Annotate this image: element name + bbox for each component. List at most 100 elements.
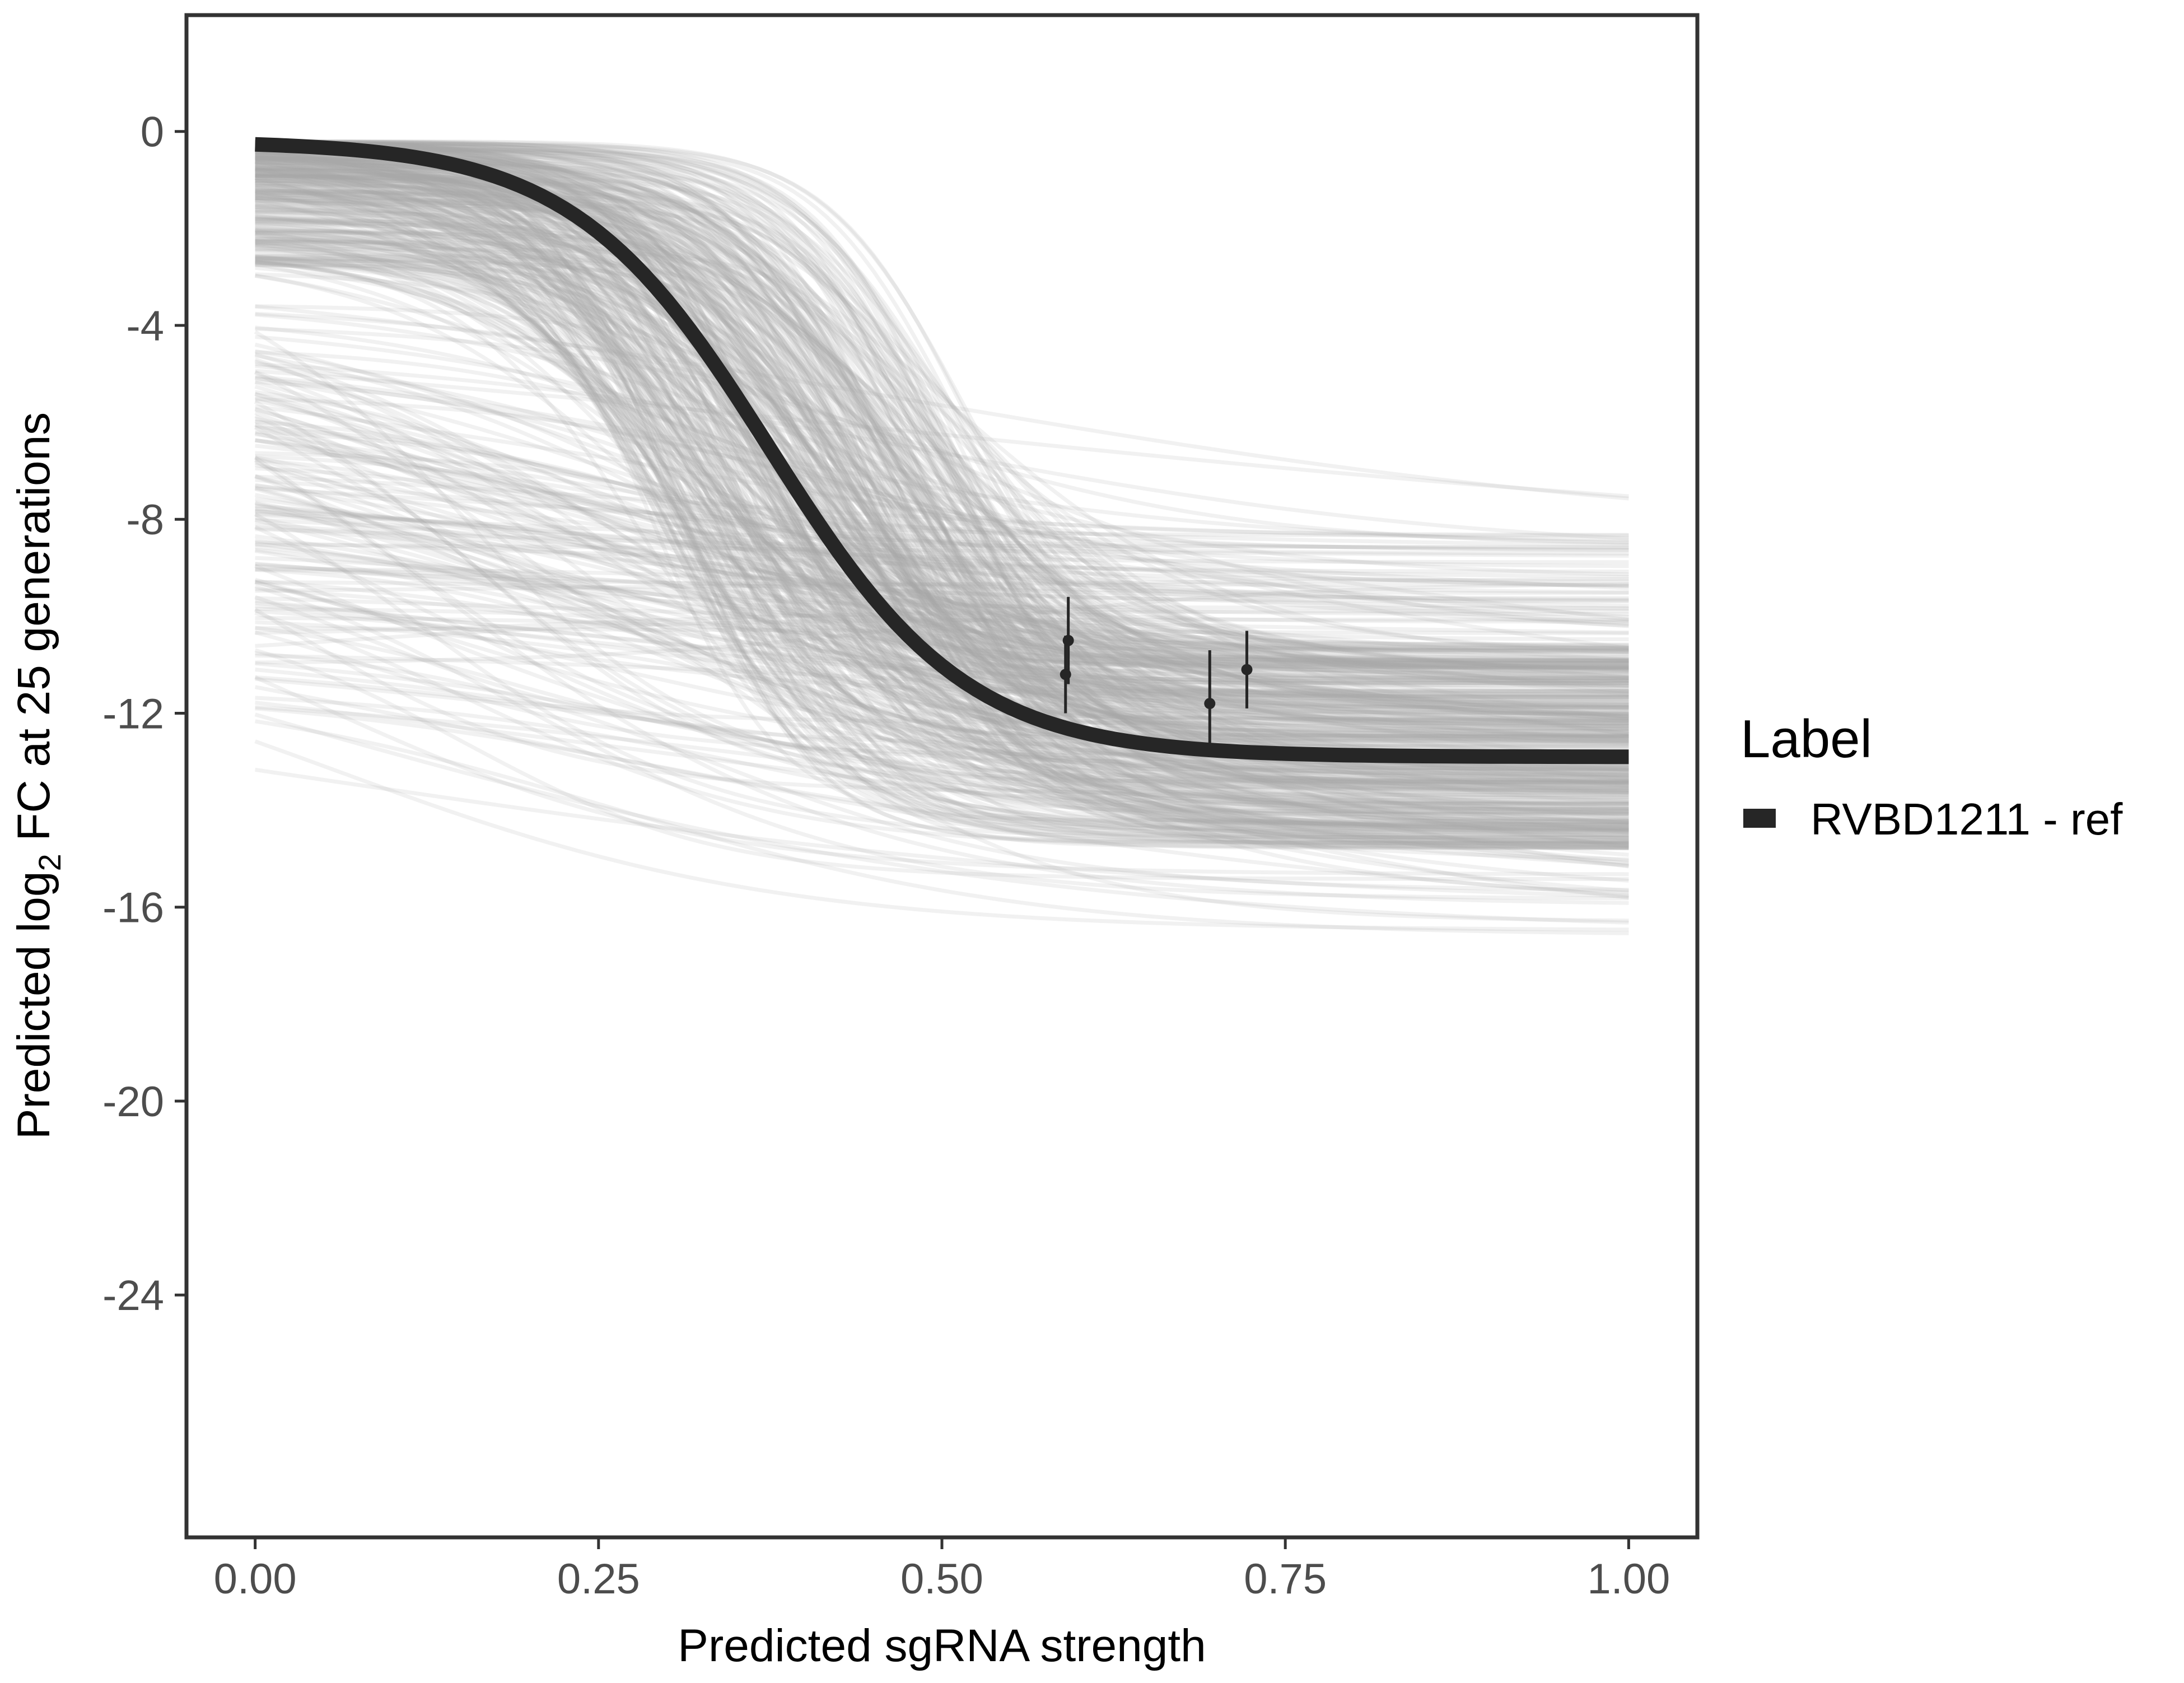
observations-layer xyxy=(1060,596,1253,757)
posterior-draw-line xyxy=(255,258,1629,818)
posterior-draw-line xyxy=(255,141,1629,795)
posterior-draw-line xyxy=(255,139,1629,741)
posterior-draw-line xyxy=(255,184,1629,701)
posterior-draw-line xyxy=(255,173,1629,731)
posterior-draw-line xyxy=(255,151,1629,710)
posterior-draw-line xyxy=(255,142,1629,671)
observation-point xyxy=(1062,635,1074,646)
posterior-draw-line xyxy=(255,327,1629,546)
posterior-draw-line xyxy=(255,241,1629,683)
posterior-draw-line xyxy=(254,392,1629,552)
posterior-draw-line xyxy=(255,150,1629,822)
posterior-draw-line xyxy=(255,219,1629,849)
posterior-draw-line xyxy=(255,259,1629,739)
posterior-draw-line xyxy=(255,150,1629,770)
posterior-draw-line xyxy=(255,238,1629,850)
posterior-draw-line xyxy=(255,254,1629,833)
posterior-draw-line xyxy=(255,221,1629,707)
posterior-draw-line xyxy=(254,431,1629,736)
posterior-draw-line xyxy=(255,564,1629,611)
y-tick-label: -8 xyxy=(126,496,164,544)
posterior-draw-line xyxy=(255,179,1629,650)
posterior-draw-line xyxy=(255,254,1629,663)
posterior-draw-line xyxy=(255,169,1629,842)
posterior-draw-line xyxy=(255,208,1629,804)
posterior-draw-line xyxy=(255,191,1629,721)
panel-border xyxy=(184,13,1700,1540)
posterior-draw-line xyxy=(255,233,1629,833)
posterior-draw-line xyxy=(254,407,1629,556)
posterior-draw-line xyxy=(255,349,1629,731)
posterior-draw-line xyxy=(255,167,1629,834)
posterior-draw-line xyxy=(255,146,1629,768)
posterior-draw-line xyxy=(255,159,1629,825)
posterior-draw-line xyxy=(255,430,1629,602)
posterior-draw-line xyxy=(255,198,1629,816)
posterior-draw-line xyxy=(255,204,1629,745)
posterior-draw-line xyxy=(255,404,1629,622)
posterior-draw-line xyxy=(255,156,1629,729)
posterior-draw-line xyxy=(255,191,1629,664)
posterior-draw-line xyxy=(255,262,1629,665)
posterior-draw-line xyxy=(255,419,1629,624)
posterior-draw-line xyxy=(255,257,1629,790)
reference-curve-layer xyxy=(255,137,1629,764)
posterior-draw-line xyxy=(255,369,1629,498)
posterior-draw-line xyxy=(255,221,1629,850)
x-tick-label: 0.50 xyxy=(900,1555,983,1603)
posterior-draw-line xyxy=(255,226,1629,743)
posterior-draw-line xyxy=(255,173,1629,667)
posterior-draw-line xyxy=(255,160,1629,738)
y-tick-label: -20 xyxy=(102,1078,164,1126)
posterior-draw-line xyxy=(255,149,1629,837)
posterior-draw-line xyxy=(254,330,1629,786)
posterior-draw-line xyxy=(255,141,1629,714)
posterior-draw-line xyxy=(255,147,1629,670)
posterior-draw-line xyxy=(255,147,1629,705)
posterior-draw-line xyxy=(255,675,1629,725)
posterior-draw-line xyxy=(255,174,1629,793)
posterior-draw-line xyxy=(255,141,1629,700)
posterior-draw-line xyxy=(255,152,1629,707)
x-axis: 0.00 0.25 0.50 0.75 1.00 xyxy=(214,1539,1670,1603)
posterior-draw-line xyxy=(254,463,1629,869)
posterior-draw-line xyxy=(254,176,1629,838)
posterior-draw-line xyxy=(255,230,1629,790)
posterior-draw-line xyxy=(255,376,1629,650)
posterior-draw-line xyxy=(255,203,1629,669)
x-tick-label: 0.25 xyxy=(557,1555,640,1603)
posterior-draw-line xyxy=(255,146,1629,727)
posterior-draw-line xyxy=(255,304,1629,501)
posterior-draw-line xyxy=(255,154,1629,796)
posterior-draw-line xyxy=(255,140,1629,785)
posterior-draw-line xyxy=(255,143,1629,793)
posterior-draw-line xyxy=(255,230,1629,721)
posterior-draw-line xyxy=(255,184,1629,848)
posterior-draw-line xyxy=(255,147,1629,730)
posterior-draw-line xyxy=(255,503,1629,565)
posterior-draw-line xyxy=(255,184,1629,785)
posterior-draw-line xyxy=(255,141,1629,688)
posterior-draw-line xyxy=(255,255,1629,728)
posterior-draw-line xyxy=(255,239,1629,670)
posterior-draw-line xyxy=(254,584,1629,901)
posterior-draw-line xyxy=(255,155,1629,672)
posterior-draw-line xyxy=(254,712,1629,925)
posterior-draw-line xyxy=(255,143,1629,784)
posterior-draw-line xyxy=(255,142,1629,831)
posterior-draw-line xyxy=(255,191,1629,743)
posterior-draw-line xyxy=(255,150,1629,696)
posterior-draw-line xyxy=(254,392,1629,583)
posterior-draw-line xyxy=(255,616,1629,677)
posterior-draw-line xyxy=(255,220,1629,786)
posterior-draw-line xyxy=(254,360,1629,744)
posterior-draw-line xyxy=(255,142,1629,725)
y-axis-title-subscript: 2 xyxy=(32,854,67,871)
posterior-draw-line xyxy=(255,139,1629,668)
x-tick-label: 1.00 xyxy=(1587,1555,1670,1603)
posterior-draw-line xyxy=(255,504,1629,588)
posterior-draw-line xyxy=(255,150,1629,810)
posterior-draw-line xyxy=(255,174,1629,680)
